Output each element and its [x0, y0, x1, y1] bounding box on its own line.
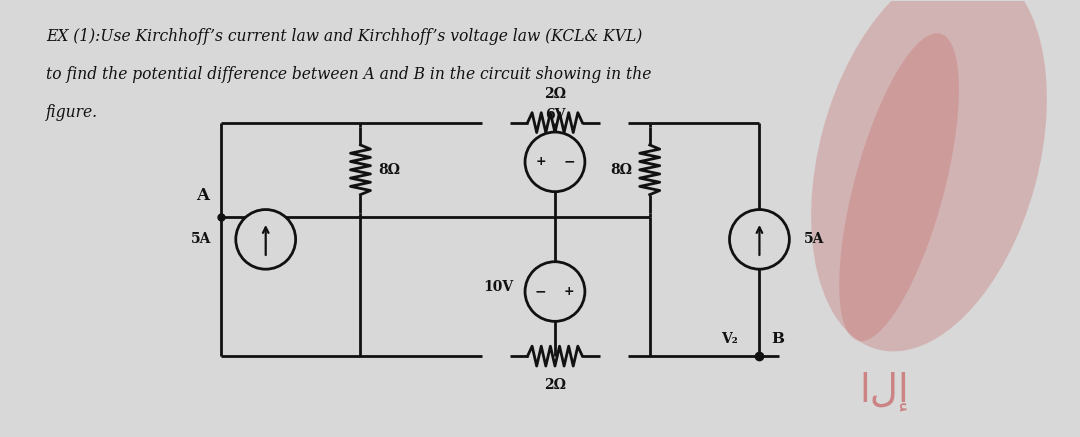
- Text: V₂: V₂: [720, 332, 738, 346]
- Text: 6V: 6V: [544, 108, 565, 122]
- Text: +: +: [536, 156, 545, 168]
- Ellipse shape: [811, 0, 1047, 351]
- Text: −: −: [564, 155, 576, 169]
- Text: to find the potential difference between A and B in the circuit showing in the: to find the potential difference between…: [46, 66, 651, 83]
- Text: figure.: figure.: [46, 104, 98, 121]
- Text: 8Ω: 8Ω: [610, 163, 632, 177]
- Text: EX (1):Use Kirchhoff’s current law and Kirchhoff’s voltage law (KCL& KVL): EX (1):Use Kirchhoff’s current law and K…: [46, 28, 643, 45]
- Circle shape: [525, 132, 585, 192]
- Text: 8Ω: 8Ω: [378, 163, 401, 177]
- Circle shape: [729, 210, 789, 269]
- Text: B: B: [771, 332, 784, 346]
- Text: −: −: [535, 284, 546, 298]
- Text: +: +: [564, 285, 575, 298]
- Text: 2Ω: 2Ω: [544, 378, 566, 392]
- Circle shape: [235, 210, 296, 269]
- Ellipse shape: [839, 33, 959, 341]
- Text: 2Ω: 2Ω: [544, 87, 566, 101]
- Text: 5A: 5A: [805, 232, 825, 246]
- Text: الإ: الإ: [860, 371, 909, 411]
- Text: A: A: [197, 187, 210, 204]
- Text: 5A: 5A: [190, 232, 211, 246]
- Circle shape: [525, 262, 585, 321]
- Text: 10V: 10V: [483, 280, 513, 294]
